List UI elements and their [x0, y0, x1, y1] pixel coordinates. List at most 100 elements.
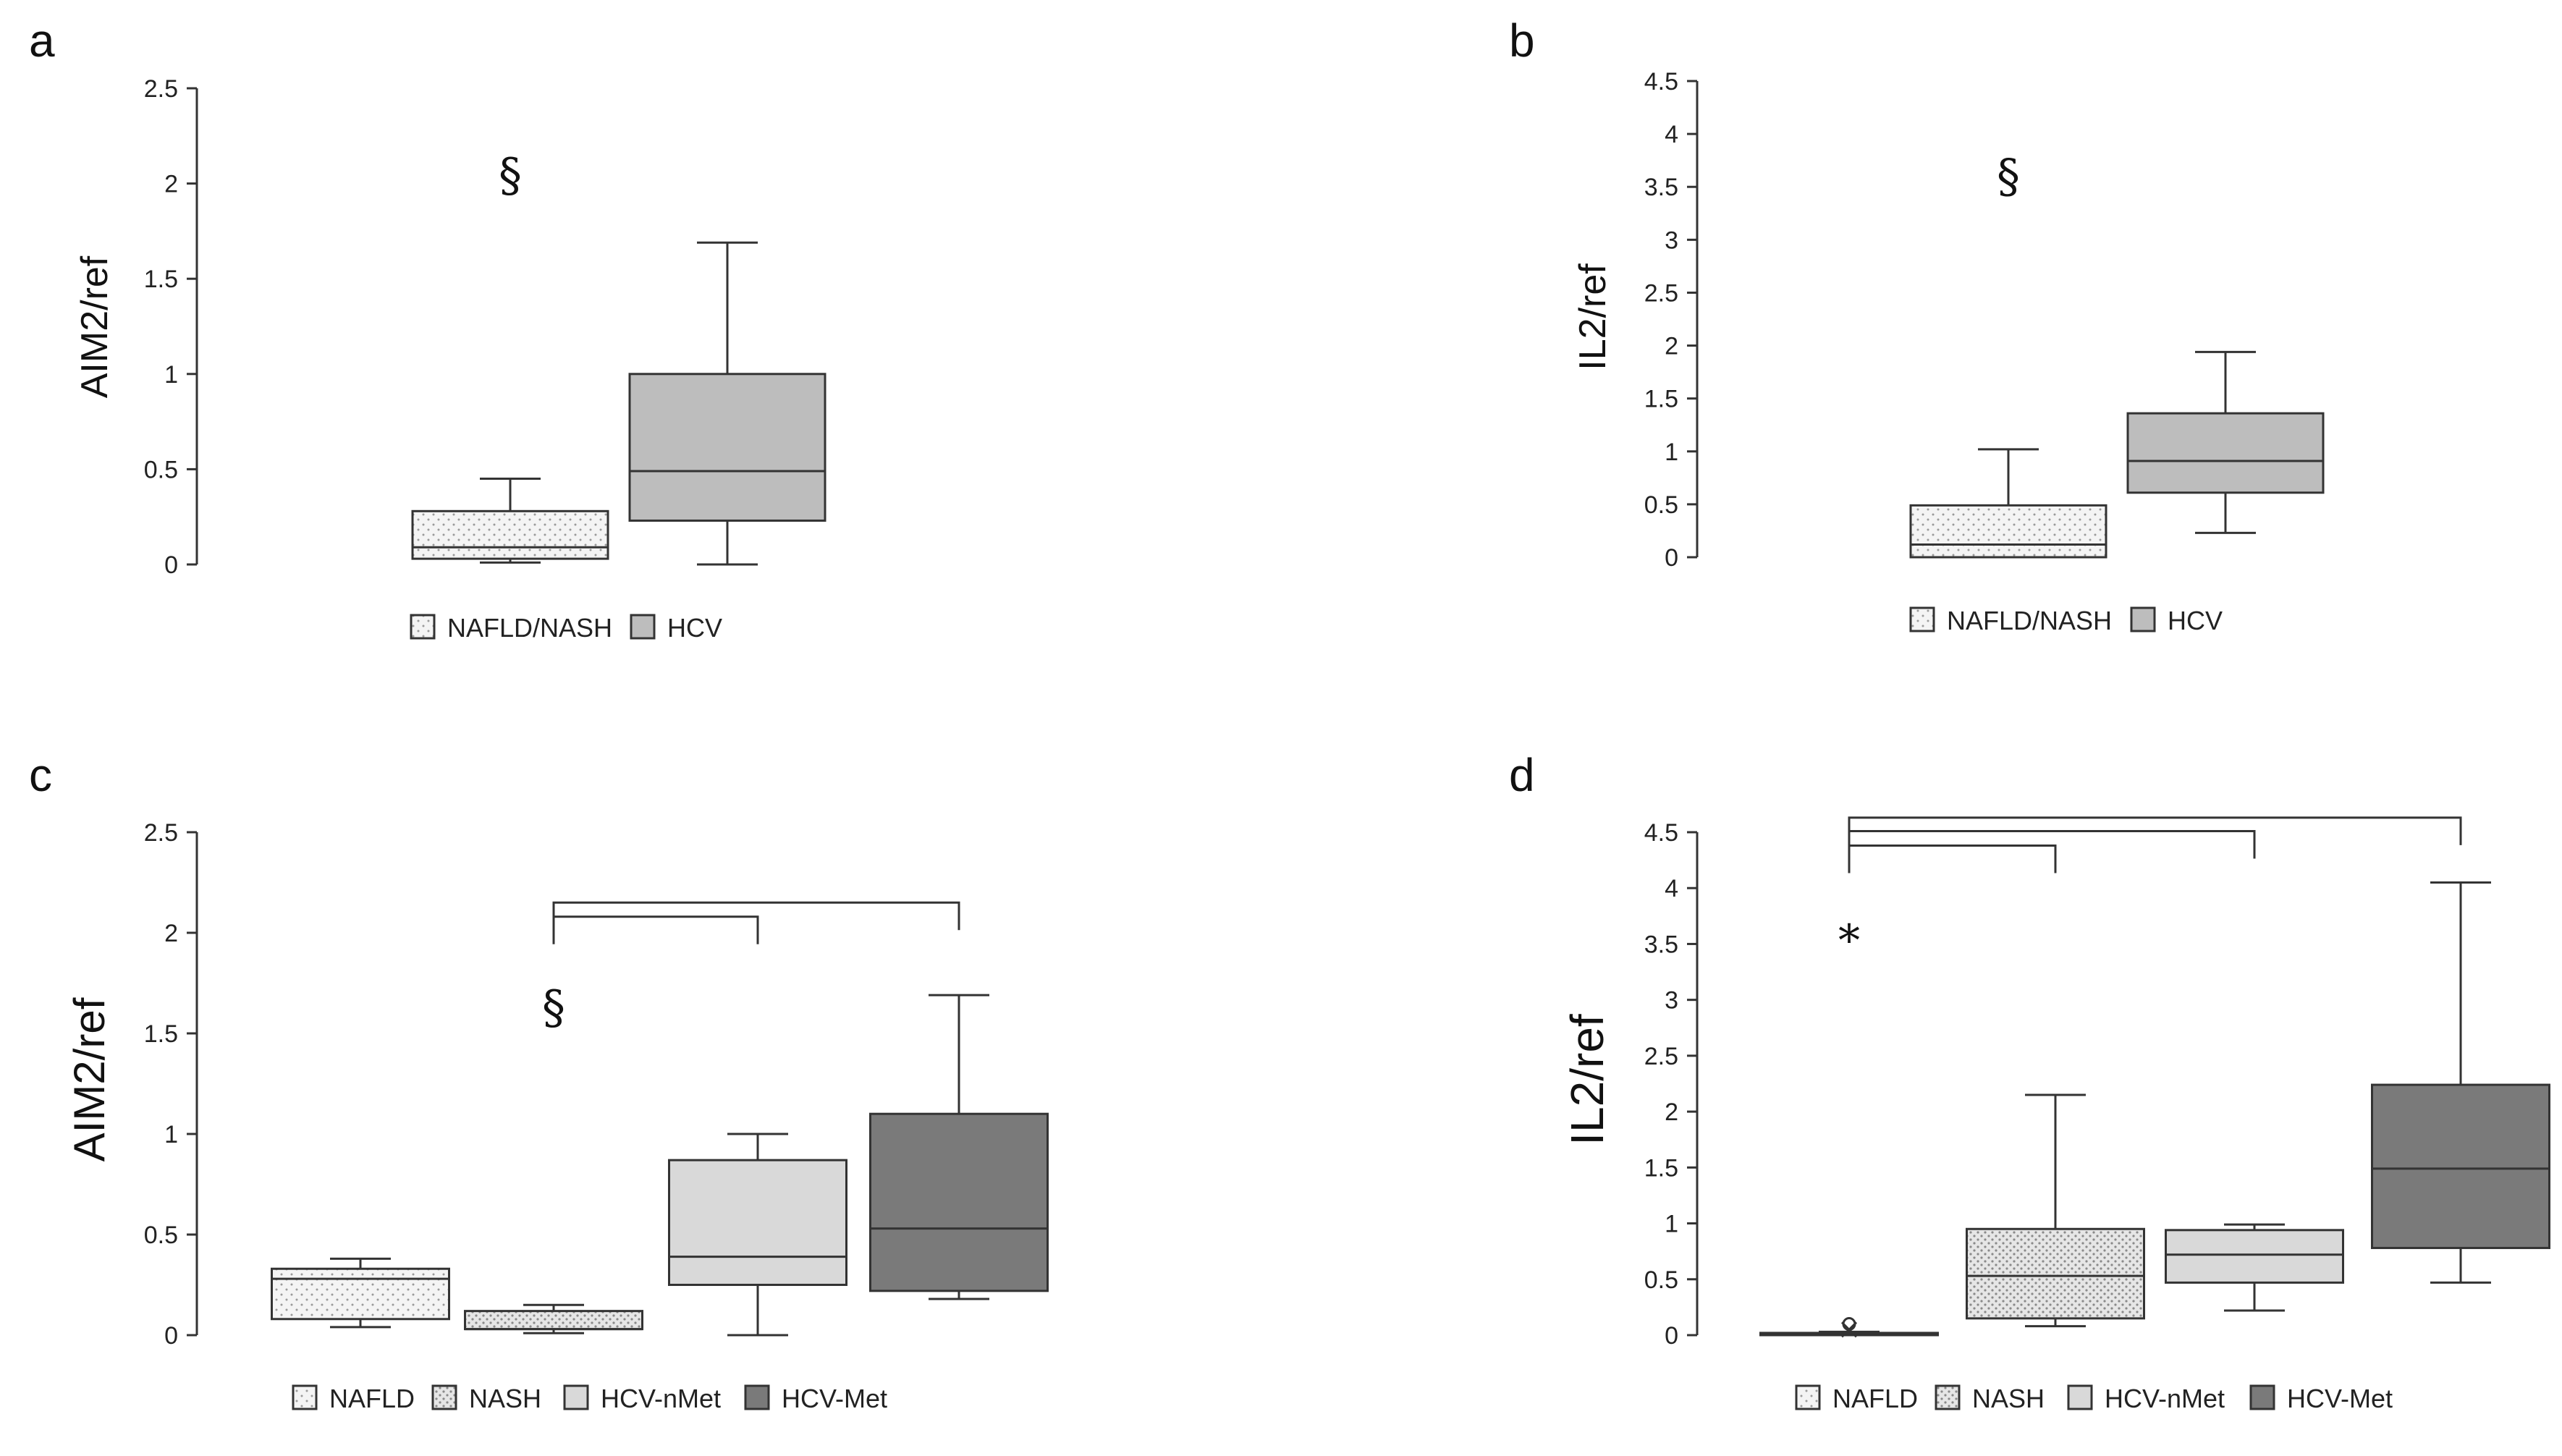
y-tick-label: 1.5	[1644, 386, 1678, 413]
panel-letter-b: b	[1509, 14, 1535, 67]
box-hcv-met	[869, 994, 1049, 1300]
y-tick-label: 3.5	[1644, 931, 1678, 958]
y-tick-label: 2.5	[1644, 279, 1678, 307]
y-axis-label-text: AIM2/ref	[65, 997, 114, 1161]
section-sign-annotation: §	[542, 981, 565, 1035]
y-tick-label: 4	[1665, 875, 1678, 902]
legend-swatch	[1795, 1384, 1821, 1410]
asterisk-annotation: *	[1838, 915, 1860, 966]
y-tick-label: 2.5	[1644, 1043, 1678, 1070]
plot-area: 0 0.5 1 1.5 2 2.5 §	[144, 819, 1049, 1350]
legend-swatch	[431, 1384, 457, 1410]
legend-label: NAFLD/NASH	[447, 613, 612, 643]
y-tick-label: 2	[1665, 1099, 1678, 1126]
y-tick-label: 0.5	[144, 456, 178, 483]
legend-swatch	[744, 1384, 770, 1410]
box-hcv	[628, 241, 826, 566]
legend-label: NASH	[1972, 1384, 2045, 1413]
y-tick-label: 0.5	[144, 1222, 178, 1249]
y-axis-label-text: IL2/ref	[1561, 1014, 1613, 1146]
section-sign-annotation: §	[499, 149, 522, 203]
y-tick-label: 3	[1665, 227, 1678, 254]
legend-label: HCV	[667, 613, 722, 643]
y-tick-label: 1.5	[144, 266, 178, 293]
legend: NAFLD NASH HCV-nMet HCV-Met	[1795, 1384, 2393, 1413]
legend-swatch	[292, 1384, 318, 1410]
box-iqr	[2126, 412, 2325, 494]
box-iqr	[271, 1267, 450, 1321]
box-nafld	[271, 1257, 450, 1329]
y-tick-label: 2.5	[144, 75, 178, 103]
y-axis-label-text: AIM2/ref	[74, 255, 116, 398]
legend-swatch	[563, 1384, 589, 1410]
plot-area: 0 0.5 1 1.5 2 2.5 3 3.5 4 4.5 *	[1644, 816, 2550, 1350]
y-tick-label: 2	[1665, 333, 1678, 360]
plot-area: 0 0.5 1 1.5 2 2.5 §	[144, 75, 826, 579]
legend-label: HCV	[2168, 606, 2223, 635]
y-tick-label: 0.5	[1644, 1266, 1678, 1294]
y-tick-label: 0	[164, 1322, 178, 1350]
legend-swatch	[1935, 1384, 1961, 1410]
box-iqr	[1909, 504, 2107, 559]
legend: NAFLD/NASH HCV	[410, 613, 722, 643]
significance-bracket	[552, 901, 960, 931]
y-axis-label: IL2/ref	[1561, 1014, 1613, 1146]
y-tick-label: 2	[164, 171, 178, 198]
box-nash	[1966, 1093, 2145, 1328]
box-iqr	[869, 1112, 1049, 1292]
legend-label: HCV-Met	[782, 1384, 887, 1413]
legend-swatch	[2249, 1384, 2275, 1410]
y-tick-label: 1	[1665, 439, 1678, 466]
legend-label: NAFLD	[329, 1384, 415, 1413]
y-tick-label: 3.5	[1644, 174, 1678, 201]
y-axis-label: IL2/ref	[1572, 263, 1614, 371]
legend-swatch	[1909, 606, 1935, 632]
y-tick-label: 1	[164, 1121, 178, 1148]
box-iqr	[628, 373, 826, 522]
box-iqr	[464, 1310, 643, 1331]
box-hcv	[2126, 350, 2325, 534]
box-iqr	[1966, 1227, 2145, 1320]
y-tick-label: 1	[164, 361, 178, 389]
significance-bracket	[552, 915, 759, 944]
y-tick-label: 0	[1665, 1322, 1678, 1350]
panel-letter-d: d	[1509, 749, 1535, 801]
legend-label: NASH	[469, 1384, 541, 1413]
y-tick-label: 1	[1665, 1211, 1678, 1238]
y-tick-label: 4.5	[1644, 819, 1678, 847]
y-tick-label: 2.5	[144, 819, 178, 847]
box-iqr	[2165, 1229, 2344, 1284]
legend-swatch	[630, 614, 656, 640]
legend-swatch	[2067, 1384, 2093, 1410]
box-iqr	[411, 509, 609, 560]
legend-swatch	[410, 614, 436, 640]
legend-label: HCV-nMet	[2105, 1384, 2225, 1413]
y-axis-label: AIM2/ref	[74, 255, 116, 398]
legend-swatch	[2130, 606, 2156, 632]
y-tick-label: 2	[164, 920, 178, 947]
y-tick-label: 4	[1665, 121, 1678, 148]
plot-area: 0 0.5 1 1.5 2 2.5 3 3.5 4 4.5 §	[1644, 68, 2325, 572]
panel-a: a AIM2/ref 0 0.5 1 1.5 2 2.5 § NAFLD/NASH HCV	[29, 14, 826, 643]
box-hcv-nmet	[2165, 1223, 2344, 1312]
legend: NAFLD/NASH HCV	[1909, 606, 2223, 635]
box-hcv-met	[2371, 881, 2550, 1284]
y-tick-label: 3	[1665, 987, 1678, 1015]
box-iqr	[668, 1159, 847, 1287]
box-iqr	[2371, 1083, 2550, 1250]
legend-label: NAFLD/NASH	[1947, 606, 2112, 635]
box-nafld-nash	[411, 478, 609, 564]
y-tick-label: 0	[164, 551, 178, 579]
significance-bracket	[1848, 845, 2057, 873]
y-tick-label: 4.5	[1644, 68, 1678, 96]
panel-letter-a: a	[29, 14, 55, 67]
legend: NAFLD NASH HCV-nMet HCV-Met	[292, 1384, 887, 1413]
panel-b: b IL2/ref 0 0.5 1 1.5 2 2.5 3 3.5 4 4.5 § NAFLD/NA…	[1509, 14, 2325, 635]
legend-label: NAFLD	[1832, 1384, 1918, 1413]
significance-bracket	[1848, 816, 2462, 845]
panel-d: d IL2/ref 0 0.5 1 1.5 2 2.5 3 3.5 4 4.5 * NAFLD NAS…	[1509, 749, 2550, 1413]
box-nafld	[1759, 1317, 1939, 1338]
panel-c: c AIM2/ref 0 0.5 1 1.5 2 2.5 § NAFLD NASH HCV-nM…	[29, 749, 1049, 1413]
y-axis-label: AIM2/ref	[65, 997, 114, 1161]
